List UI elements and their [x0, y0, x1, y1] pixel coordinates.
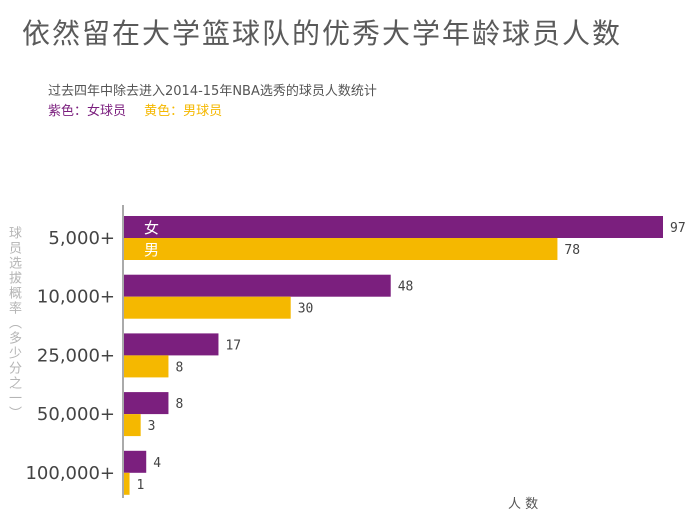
legend-female: 紫色：女球员 [48, 104, 127, 119]
tick-label-1: 10,000+ [37, 287, 115, 308]
value-label-female-0: 97 [670, 221, 686, 236]
x-axis-label: 人 数 [508, 497, 538, 512]
value-label-female-1: 48 [398, 280, 414, 295]
series-label-male: 男 [144, 241, 159, 259]
tick-label-3: 50,000+ [37, 404, 115, 425]
value-label-male-1: 30 [298, 302, 314, 317]
bar-male-4 [124, 472, 130, 495]
tick-label-4: 100,000+ [25, 463, 115, 484]
legend: 紫色：女球员 黄色：男球员 [48, 100, 222, 119]
legend-male: 黄色：男球员 [144, 104, 223, 119]
series-label-female: 女 [144, 219, 159, 237]
bar-male-3 [124, 414, 141, 437]
value-label-male-0: 78 [564, 243, 580, 258]
tick-label-2: 25,000+ [37, 345, 115, 366]
value-label-male-2: 8 [175, 360, 183, 375]
chart-subtitle: 过去四年中除去进入2014-15年NBA选秀的球员人数统计 [48, 84, 377, 99]
bar-female-4 [124, 450, 147, 473]
value-label-female-3: 8 [175, 397, 183, 412]
value-label-female-4: 4 [153, 456, 161, 471]
value-label-male-3: 3 [148, 419, 156, 434]
tick-label-0: 5,000+ [48, 228, 115, 249]
y-axis-label: 球员选拔概率（多少分之一） [6, 226, 21, 421]
bar-male-2 [124, 355, 169, 378]
bar-female-0 [124, 216, 663, 238]
value-label-female-2: 17 [225, 338, 241, 353]
value-label-male-4: 1 [137, 478, 145, 493]
bar-male-1 [124, 296, 291, 319]
chart-title: 依然留在大学篮球队的优秀大学年龄球员人数 [22, 17, 623, 50]
bar-female-1 [124, 274, 391, 297]
bar-female-2 [124, 333, 219, 356]
bar-male-0 [124, 238, 558, 260]
bar-female-3 [124, 392, 169, 415]
